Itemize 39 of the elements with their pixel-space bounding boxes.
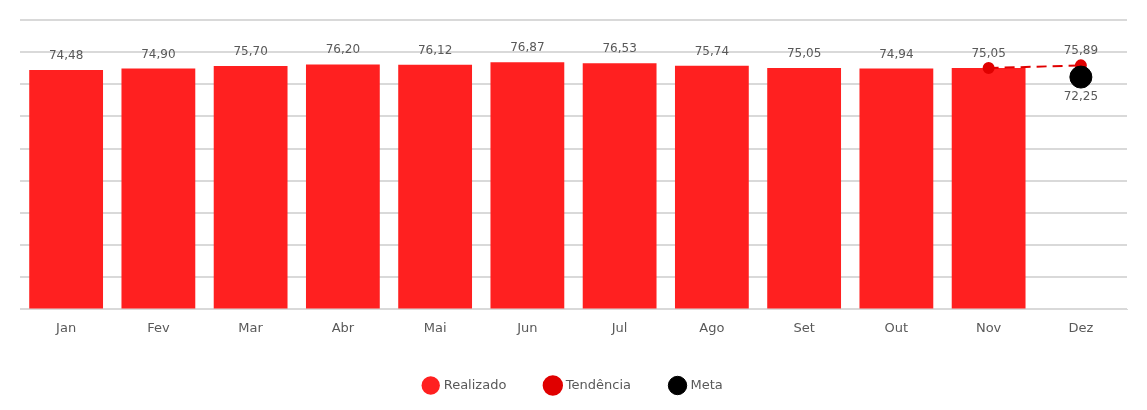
bar — [859, 68, 934, 309]
legend-label: Meta — [690, 376, 723, 392]
x-tick-label: Out — [884, 319, 909, 335]
bar — [398, 64, 473, 309]
data-label: 75,05 — [786, 46, 822, 61]
bar — [213, 65, 288, 309]
x-tick-label: Jun — [516, 319, 538, 335]
data-label: 74,48 — [48, 48, 84, 63]
x-tick-label: Mar — [238, 319, 264, 335]
data-label: 76,87 — [510, 40, 545, 55]
x-tick-label: Jan — [55, 319, 77, 335]
x-tick-label: Jul — [610, 319, 628, 335]
bar — [674, 65, 749, 309]
x-tick-label: Nov — [975, 319, 1002, 335]
bar — [121, 68, 196, 309]
data-label: 75,89 — [1063, 43, 1099, 58]
bar — [951, 68, 1026, 309]
legend-label: Tendência — [564, 376, 632, 392]
data-label: 74,94 — [879, 46, 914, 61]
x-tick-label: Abr — [331, 319, 355, 335]
data-label: 74,90 — [141, 46, 176, 61]
legend-label: Realizado — [443, 376, 507, 392]
x-tick-label: Fev — [147, 319, 170, 335]
data-label: 76,53 — [602, 41, 637, 56]
data-label: 76,12 — [417, 42, 453, 57]
x-tick-label: Dez — [1068, 319, 1094, 335]
data-label: 75,74 — [694, 43, 730, 58]
bar — [582, 63, 657, 309]
x-tick-label: Ago — [699, 319, 725, 335]
x-tick-label: Set — [793, 319, 815, 335]
x-tick-label: Mai — [423, 319, 447, 335]
data-label: 75,70 — [233, 44, 268, 59]
bar — [767, 68, 842, 309]
bar — [490, 62, 565, 309]
data-label: 72,25 — [1063, 89, 1099, 104]
bar — [305, 64, 380, 309]
data-label: 76,20 — [325, 42, 361, 57]
bar — [29, 69, 104, 309]
data-label: 75,05 — [971, 46, 1006, 61]
